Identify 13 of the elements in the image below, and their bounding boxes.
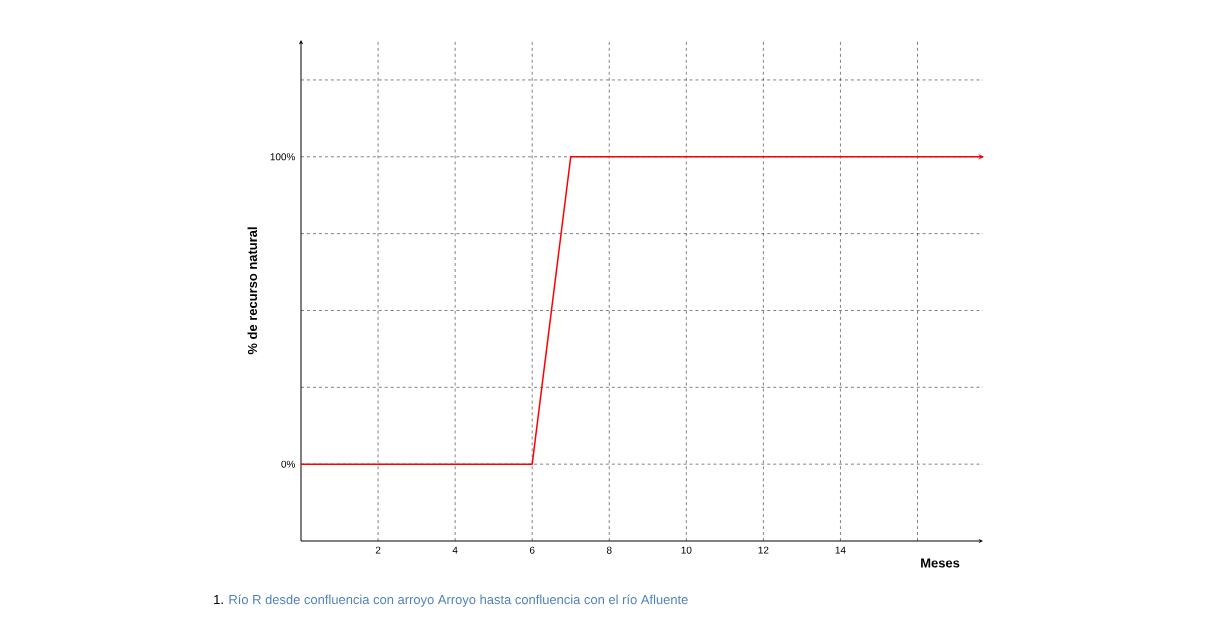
x-axis-title: Meses [921, 558, 960, 568]
x-tick-label: 6 [529, 546, 535, 554]
x-tick-label: 8 [606, 546, 612, 554]
x-tick-label: 14 [835, 546, 846, 554]
x-tick-label: 4 [452, 546, 458, 554]
y-tick-label: 100% [270, 153, 296, 161]
y-axis-title: % de recurso natural [247, 227, 258, 355]
y-tick-label: 0% [281, 460, 296, 468]
text: 1. [214, 595, 223, 604]
x-tick-label: 10 [681, 546, 692, 554]
x-tick-label: 12 [758, 546, 769, 554]
text: Río R desde confluencia con arroyo Arroyo hasta confluencia con el río Afluente [229, 594, 688, 607]
x-tick-label: 2 [375, 546, 381, 554]
